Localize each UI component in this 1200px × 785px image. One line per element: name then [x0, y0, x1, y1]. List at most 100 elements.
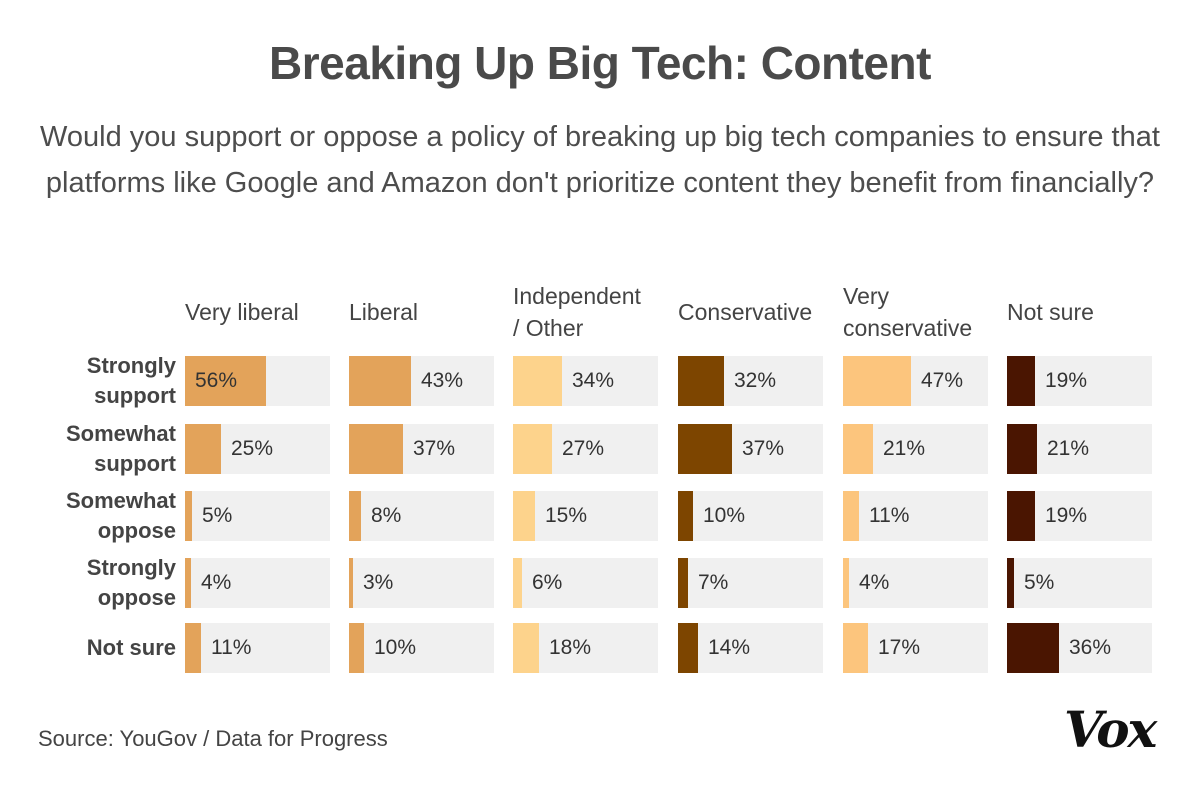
- bar-cell: 11%: [185, 623, 330, 673]
- data-label: 21%: [883, 437, 926, 460]
- column-header: Liberal: [349, 280, 509, 344]
- data-label: 4%: [201, 571, 232, 594]
- row-label: Somewhat support: [20, 421, 176, 476]
- data-label: 6%: [532, 571, 563, 594]
- bar-cell: 18%: [513, 623, 658, 673]
- data-label: 4%: [859, 571, 890, 594]
- column-header-line: conservative: [843, 315, 973, 341]
- bar: [843, 623, 868, 673]
- bar-cell: 34%: [513, 356, 658, 406]
- bar-cell: 21%: [1007, 424, 1152, 474]
- bar: [678, 623, 698, 673]
- bar: [843, 558, 849, 608]
- bar: [513, 356, 562, 406]
- data-label: 11%: [869, 504, 910, 527]
- row-label-line: support: [94, 451, 176, 476]
- row-label: Strongly support: [20, 353, 176, 408]
- bar-cell: 7%: [678, 558, 823, 608]
- column-header-line: Not sure: [1007, 299, 1094, 325]
- data-label: 10%: [703, 504, 746, 527]
- bar: [185, 356, 266, 406]
- data-label: 17%: [878, 636, 921, 659]
- bar: [185, 558, 191, 608]
- row-label: Strongly oppose: [20, 555, 176, 610]
- row-label: Somewhat oppose: [20, 488, 176, 543]
- data-label: 11%: [211, 636, 252, 659]
- row-label-line: Somewhat: [65, 421, 176, 446]
- vox-logo: Vox: [1064, 700, 1157, 759]
- bar-cell: 37%: [678, 424, 823, 474]
- bar: [1007, 491, 1035, 541]
- bar: [185, 623, 201, 673]
- row-label-line: Not sure: [86, 635, 176, 660]
- column-header: Very conservative: [843, 280, 1003, 344]
- bar: [678, 491, 693, 541]
- bar-cell: 27%: [513, 424, 658, 474]
- bar-cell: 56%: [185, 356, 330, 406]
- bar: [349, 558, 353, 608]
- column-header-line: Conservative: [678, 299, 813, 325]
- data-label: 56%: [195, 369, 238, 392]
- bar-cell: 11%: [843, 491, 988, 541]
- bar-cell: 8%: [349, 491, 494, 541]
- data-label: 8%: [371, 504, 402, 527]
- bar-cell: 25%: [185, 424, 330, 474]
- bar-cell: 5%: [185, 491, 330, 541]
- row-label-line: oppose: [97, 585, 176, 610]
- bar: [349, 623, 364, 673]
- bar-cell: 32%: [678, 356, 823, 406]
- data-label: 43%: [421, 369, 464, 392]
- bar-cell: 10%: [678, 491, 823, 541]
- bar: [185, 424, 221, 474]
- column-header-line: Liberal: [349, 299, 419, 325]
- row-label: Not sure: [20, 623, 176, 673]
- bar-cell: 19%: [1007, 491, 1152, 541]
- bar-cell: 47%: [843, 356, 988, 406]
- row-label-line: Somewhat: [65, 488, 176, 513]
- row-label-line: Strongly: [86, 555, 176, 580]
- bar: [1007, 424, 1037, 474]
- bar: [349, 491, 361, 541]
- data-label: 34%: [572, 369, 615, 392]
- bar-cell: 19%: [1007, 356, 1152, 406]
- data-label: 15%: [545, 504, 588, 527]
- bar: [843, 491, 859, 541]
- bar: [1007, 623, 1059, 673]
- row-label-line: Strongly: [86, 353, 176, 378]
- data-label: 36%: [1069, 636, 1112, 659]
- bar-cell: 3%: [349, 558, 494, 608]
- data-label: 27%: [562, 437, 605, 460]
- column-header: Conservative: [678, 280, 838, 344]
- bar-cell: 14%: [678, 623, 823, 673]
- data-label: 10%: [374, 636, 417, 659]
- column-header-line: Very liberal: [185, 299, 299, 325]
- bar: [678, 558, 688, 608]
- data-label: 21%: [1047, 437, 1090, 460]
- data-label: 47%: [921, 369, 964, 392]
- bar-cell: 17%: [843, 623, 988, 673]
- bar: [1007, 356, 1035, 406]
- bar-cell: 43%: [349, 356, 494, 406]
- bar-cell: 4%: [843, 558, 988, 608]
- data-label: 5%: [202, 504, 233, 527]
- bar: [843, 424, 873, 474]
- column-header-line: Very: [843, 283, 890, 309]
- data-label: 32%: [734, 369, 777, 392]
- row-label-line: support: [94, 383, 176, 408]
- data-label: 19%: [1045, 369, 1088, 392]
- column-header-line: Independent: [513, 283, 641, 309]
- column-header: Not sure: [1007, 280, 1167, 344]
- bar: [349, 424, 403, 474]
- bar: [513, 623, 539, 673]
- bar: [185, 491, 192, 541]
- bar-cell: 37%: [349, 424, 494, 474]
- bar: [349, 356, 411, 406]
- data-label: 18%: [549, 636, 592, 659]
- bar: [678, 424, 732, 474]
- data-label: 7%: [698, 571, 729, 594]
- bar: [513, 558, 522, 608]
- bar-cell: 36%: [1007, 623, 1152, 673]
- column-header-line: / Other: [513, 315, 584, 341]
- bar-cell: 5%: [1007, 558, 1152, 608]
- data-label: 5%: [1024, 571, 1055, 594]
